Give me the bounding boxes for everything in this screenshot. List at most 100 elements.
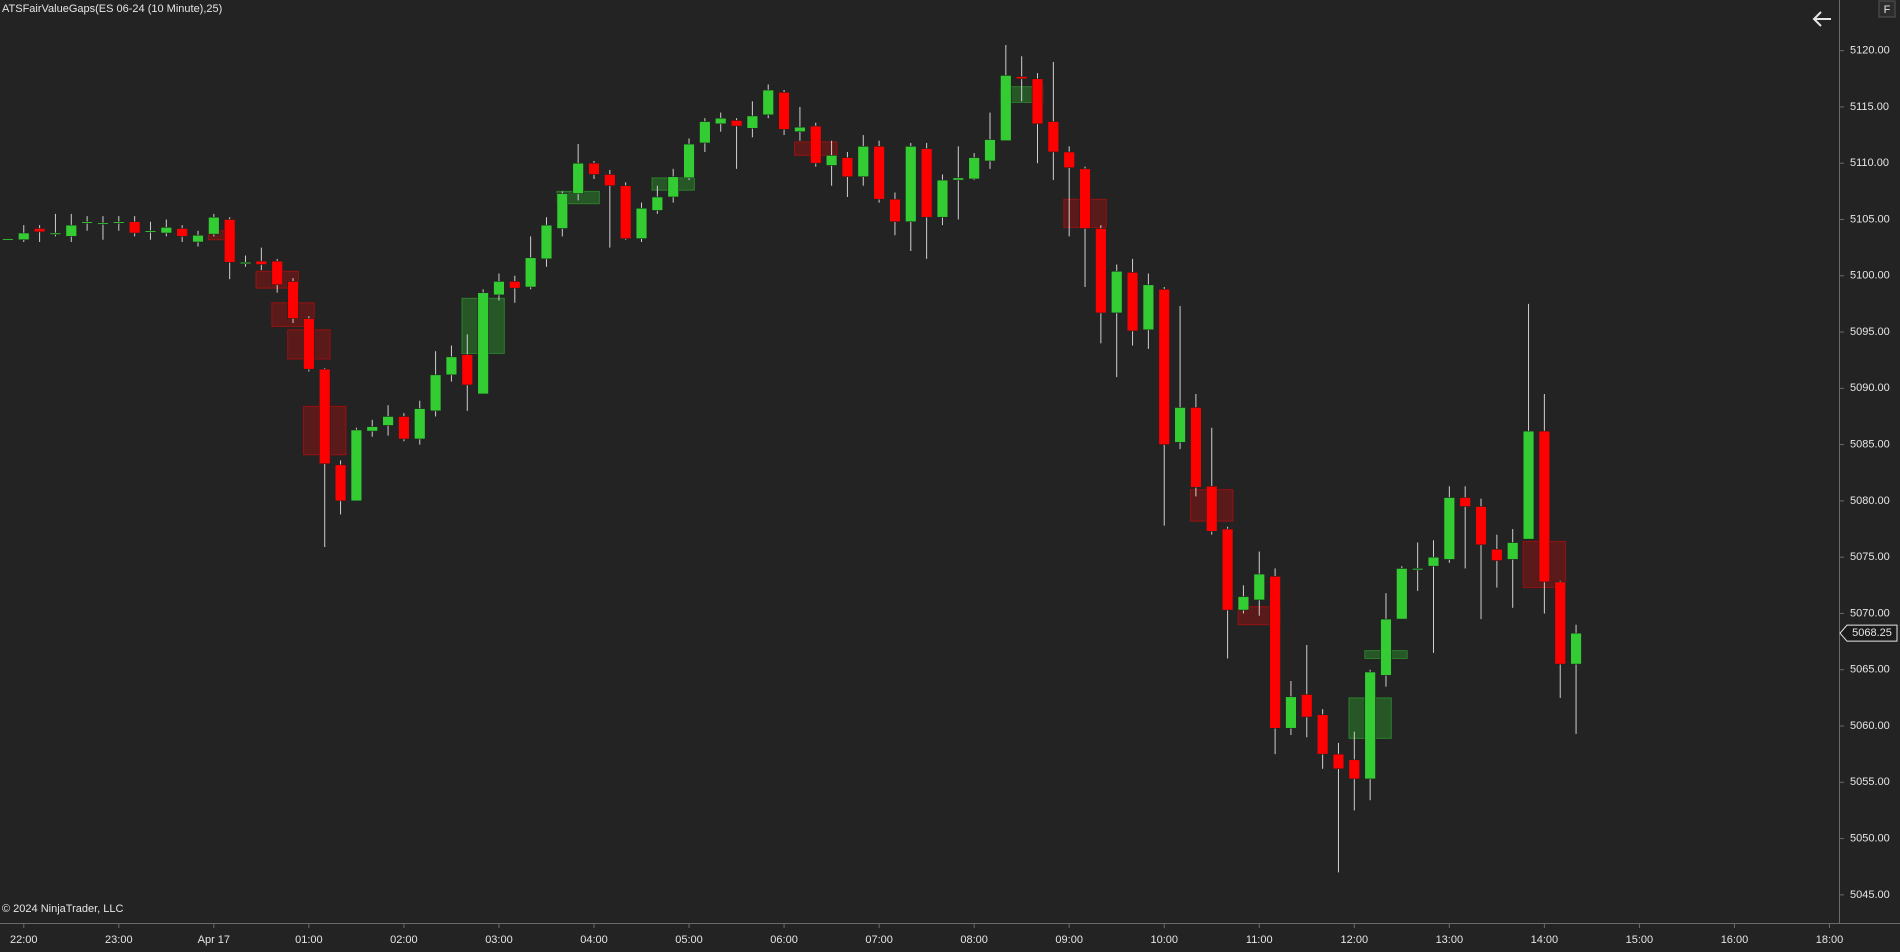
candle: [1348, 731, 1360, 811]
candle: [33, 225, 46, 243]
candle-body: [556, 193, 569, 229]
candle: [445, 345, 458, 382]
candle: [160, 219, 173, 237]
candle-body: [857, 146, 869, 178]
x-tick-label: 02:00: [390, 934, 418, 946]
toolbar-toggle-box[interactable]: [1878, 0, 1896, 18]
candle-body: [1269, 576, 1281, 729]
candle: [1047, 61, 1060, 181]
candle-body: [1507, 542, 1519, 560]
candle: [920, 142, 933, 259]
candle: [65, 213, 77, 243]
candle-body: [414, 408, 426, 440]
candle: [524, 236, 537, 290]
candle-body: [445, 356, 458, 376]
candle: [667, 168, 679, 203]
candle-body: [1111, 270, 1123, 314]
back-arrow-icon: [1812, 11, 1831, 27]
x-tick-label: 03:00: [485, 934, 513, 946]
candle: [208, 213, 220, 237]
candle: [144, 221, 157, 240]
candle: [905, 142, 917, 252]
candle-body: [604, 174, 616, 187]
candle: [683, 138, 695, 181]
candle-body: [1000, 75, 1012, 142]
candle-body: [255, 260, 268, 265]
candle: [936, 174, 949, 226]
toolbar-toggle[interactable]: F: [1878, 0, 1896, 18]
candle: [192, 230, 204, 247]
back-button[interactable]: [1808, 8, 1836, 30]
candle: [1015, 56, 1028, 102]
candle-body: [1174, 407, 1186, 443]
candle: [572, 144, 584, 201]
x-tick-label: 01:00: [295, 934, 323, 946]
candle-body: [208, 216, 220, 235]
candle-body: [1031, 78, 1044, 125]
candle-body: [239, 261, 252, 265]
candle-body: [1427, 556, 1440, 567]
last-price-marker: [1839, 624, 1898, 642]
candle: [1031, 73, 1044, 164]
candle-body: [1301, 694, 1313, 718]
candle: [239, 255, 252, 267]
candle-body: [1554, 581, 1566, 665]
candle-body: [271, 260, 283, 286]
candle: [128, 216, 141, 237]
candle-body: [794, 126, 806, 132]
candle-body: [509, 281, 521, 289]
candle-body: [319, 368, 331, 465]
x-tick-label: 18:00: [1816, 934, 1844, 946]
candle: [635, 202, 648, 243]
candle-body: [952, 177, 964, 181]
candle-body: [841, 157, 854, 178]
candle-body: [160, 227, 173, 234]
candle-body: [81, 221, 93, 224]
candle-body: [524, 257, 537, 288]
candle-body: [1126, 272, 1139, 332]
candle: [398, 413, 410, 442]
candle: [319, 368, 331, 548]
toolbar-toggle-label[interactable]: F: [1884, 4, 1891, 16]
candle-body: [920, 148, 933, 218]
y-tick-label: 5115.00: [1850, 101, 1889, 113]
candle-body: [778, 92, 790, 130]
candle-body: [1491, 548, 1503, 561]
candle-body: [1221, 528, 1234, 611]
x-tick-label: 07:00: [865, 934, 893, 946]
y-tick-label: 5060.00: [1850, 720, 1890, 732]
candle: [1237, 585, 1250, 614]
candle: [1301, 644, 1313, 738]
candle: [1522, 303, 1535, 540]
candle: [952, 146, 964, 220]
candle: [1174, 306, 1186, 450]
y-tick-label: 5070.00: [1850, 607, 1890, 619]
candle-body: [49, 232, 62, 235]
candle-body: [1237, 596, 1250, 611]
candle-body: [619, 185, 632, 239]
chart-title: ATSFairValueGaps(ES 06-24 (10 Minute),25…: [2, 3, 222, 15]
candle-body: [588, 162, 600, 175]
copyright: © 2024 NinjaTrader, LLC: [2, 903, 123, 915]
candle: [334, 460, 347, 515]
candle: [414, 400, 426, 445]
y-tick-label: 5055.00: [1850, 776, 1890, 788]
candle-body: [1158, 288, 1170, 445]
y-tick-label: 5045.00: [1850, 889, 1890, 901]
candle: [1491, 534, 1503, 588]
y-tick-label: 5100.00: [1850, 270, 1890, 282]
candle-body: [113, 221, 125, 224]
candle-body: [477, 292, 489, 395]
candle-body: [1063, 151, 1075, 169]
candle-body: [1459, 497, 1471, 507]
x-tick-label: 11:00: [1246, 934, 1273, 946]
y-tick-label: 5120.00: [1850, 45, 1890, 57]
candle: [841, 151, 854, 197]
candle-body: [1206, 485, 1218, 532]
candle-body: [746, 115, 759, 129]
candle: [540, 217, 553, 267]
candle-body: [699, 121, 711, 144]
candle: [1427, 540, 1440, 653]
candle: [604, 169, 616, 248]
y-tick-label: 5085.00: [1850, 439, 1890, 451]
